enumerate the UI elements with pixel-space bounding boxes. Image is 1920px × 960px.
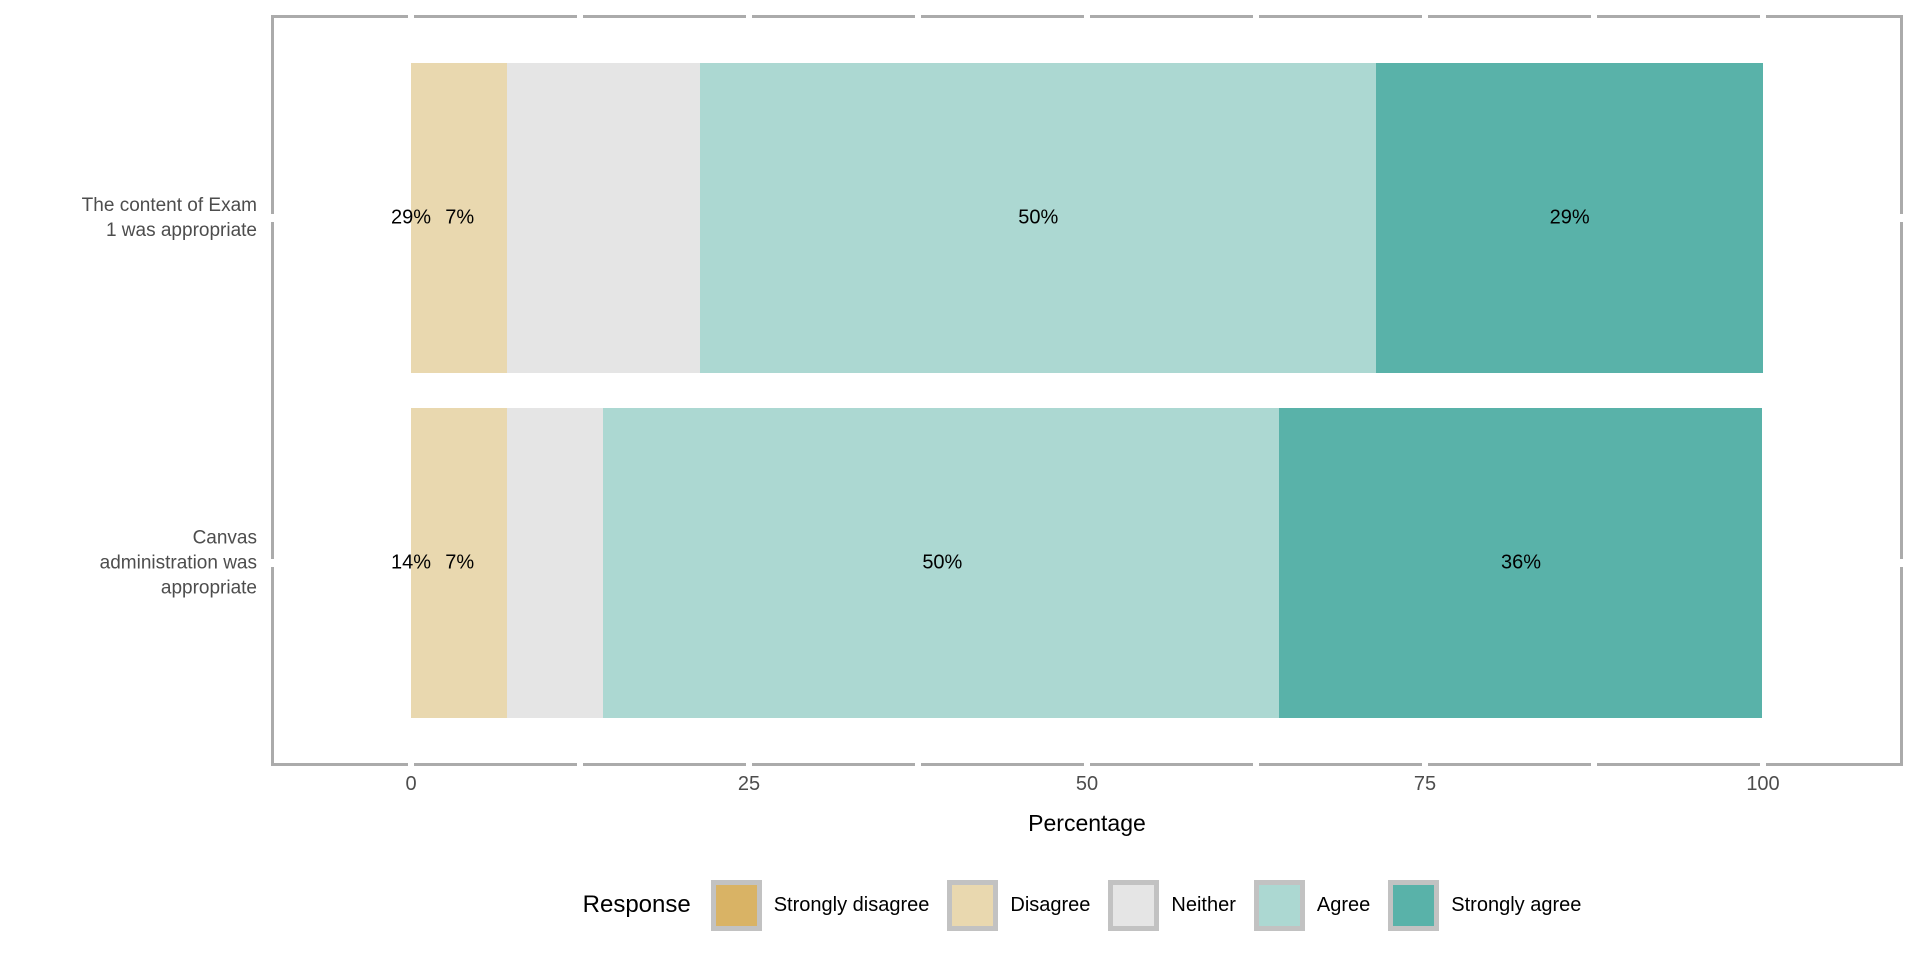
y-tick-gap [271,214,274,222]
bar-value-label: 7% [445,551,475,574]
legend-item-label: Agree [1316,893,1371,916]
x-tick-gap [1422,15,1428,18]
bar-segment-disagree [411,408,507,718]
legend-item-strongly-agree: Strongly agree [1388,879,1591,931]
legend-swatch-strongly-agree [1388,879,1440,931]
x-tick-label: 50 [1075,773,1099,795]
x-tick-gap [1591,763,1597,766]
y-axis-label: Canvas administration was appropriate [99,527,257,599]
x-tick-gap [577,763,583,766]
bar-value-label: 50% [1018,206,1059,229]
x-tick-gap [408,763,414,766]
legend-item-neither: Neither [1108,879,1245,931]
bar-value-label: 36% [1500,551,1541,574]
bar-value-label: 7% [445,206,475,229]
x-tick-gap [1084,15,1090,18]
x-tick-gap [1760,15,1766,18]
bar-segment-strongly-agree [1278,408,1762,718]
x-tick-gap [577,15,583,18]
bar-value-label: 50% [922,551,963,574]
bar-segment-disagree [411,63,507,373]
legend-swatch-strongly-disagree [710,879,762,931]
x-tick-label: 75 [1413,773,1437,795]
legend-item-disagree: Disagree [947,879,1100,931]
legend-item-agree: Agree [1253,879,1380,931]
x-tick-gap [408,15,414,18]
x-tick-gap [746,763,752,766]
x-tick-label: 100 [1746,773,1780,795]
bar-segment-agree [602,408,1279,718]
legend-items: Strongly disagree Disagree Neither Agree Str… [703,879,1592,931]
legend-item-label: Disagree [1010,893,1091,916]
bar-value-label: 29% [390,206,432,229]
y-axis-label: The content of Exam 1 was appropriate [81,195,257,241]
legend-swatch-neither [1108,879,1160,931]
bar-segment-neither [506,408,603,718]
bar-segment-strongly-agree [1376,63,1763,373]
y-tick-gap [271,559,274,567]
x-tick-label: 0 [405,773,417,795]
bar-value-label: 29% [1549,206,1590,229]
bar-segment-agree [700,63,1377,373]
x-tick-gap [1591,15,1597,18]
y-tick-gap [1900,559,1903,567]
legend-item-strongly-disagree: Strongly disagree [710,879,940,931]
legend-item-label: Strongly disagree [773,893,930,916]
legend-title: Response [582,891,691,918]
legend-item-label: Neither [1171,893,1236,916]
legend-swatch-agree [1253,879,1305,931]
y-tick-gap [1900,214,1903,222]
x-tick-gap [1422,763,1428,766]
x-tick-gap [1253,763,1259,766]
x-axis-title: Percentage [1028,810,1146,836]
bar-segment-neither [506,63,701,373]
x-tick-gap [746,15,752,18]
bar-value-label: 14% [390,551,432,574]
x-tick-label: 25 [737,773,761,795]
x-tick-gap [1253,15,1259,18]
x-tick-gap [915,763,921,766]
x-tick-gap [1084,763,1090,766]
x-tick-gap [1760,763,1766,766]
legend-swatch-disagree [947,879,999,931]
legend-item-label: Strongly agree [1451,893,1582,916]
legend: Response Strongly disagree Disagree Neithe… [271,876,1903,934]
x-tick-gap [915,15,921,18]
